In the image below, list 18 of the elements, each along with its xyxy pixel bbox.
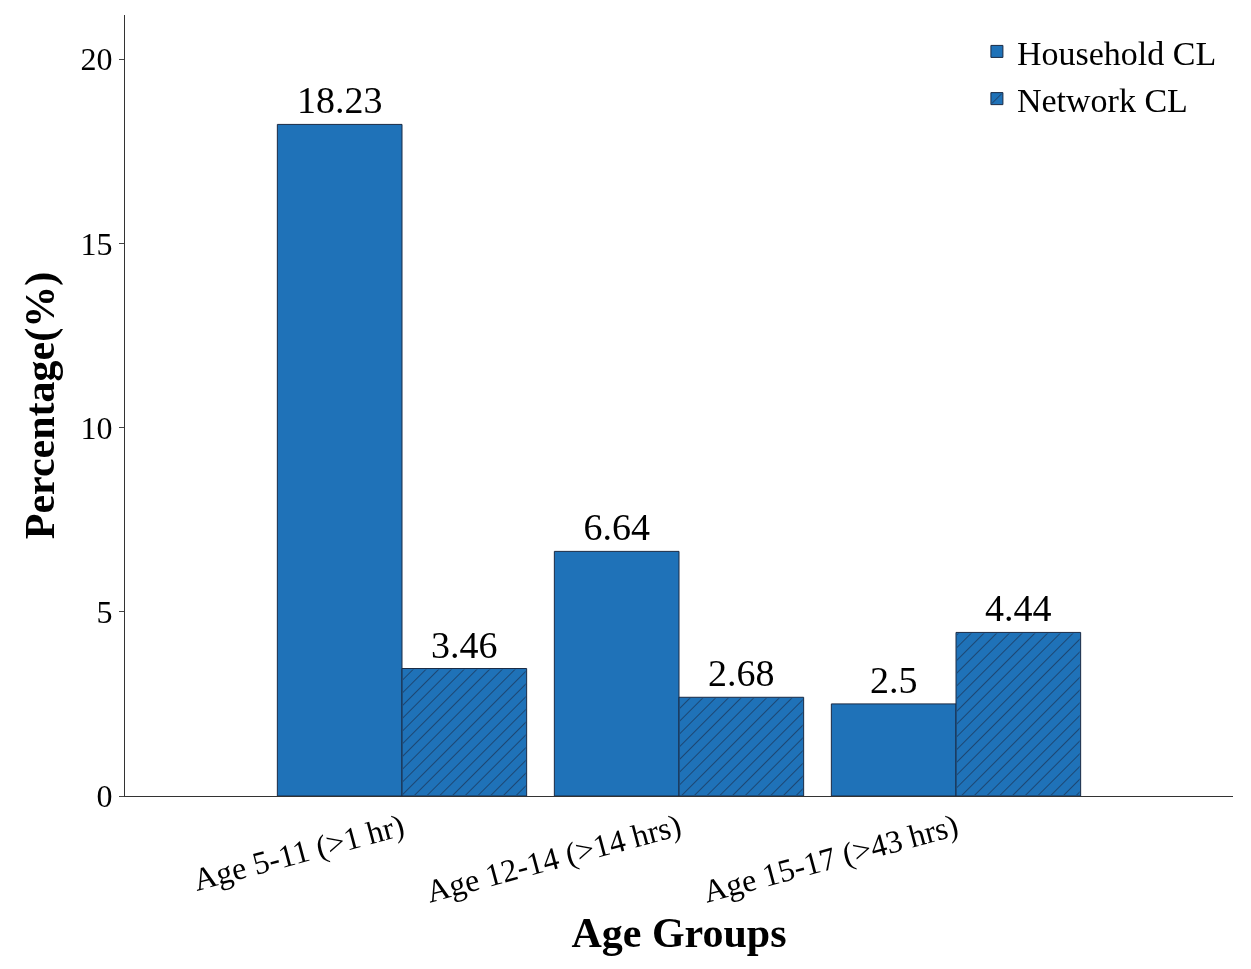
y-tick-label: 5 (96, 594, 113, 630)
data-label: 4.44 (985, 587, 1052, 630)
y-tick-label: 20 (80, 41, 113, 78)
legend-label: Household CL (1016, 34, 1217, 72)
x-tick-label: Age 5-11 (>1 hr) (189, 806, 408, 898)
legend-label: Network CL (1016, 81, 1188, 119)
data-label: 6.64 (583, 506, 650, 549)
data-label: 3.46 (431, 623, 498, 666)
y-axis-title: Percentage(%) (17, 271, 65, 540)
y-tick-label: 15 (80, 225, 113, 262)
data-label: 2.68 (708, 652, 775, 695)
data-label: 2.5 (869, 658, 918, 701)
y-tick-label: 10 (80, 409, 113, 446)
data-label: 18.23 (296, 79, 383, 122)
x-tick-label: Age 15-17 (>43 hrs) (699, 806, 962, 910)
x-axis-title: Age Groups (571, 909, 787, 956)
x-tick-label: Age 12-14 (>14 hrs) (422, 806, 685, 910)
y-tick-label: 0 (96, 778, 113, 815)
